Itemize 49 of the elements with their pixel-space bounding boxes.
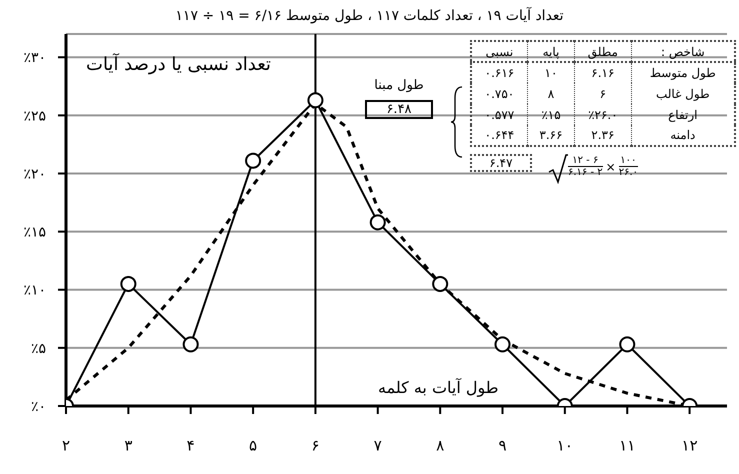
y-tick-label: ٪۳۰: [23, 50, 46, 66]
annotation: ۶.۱۶: [574, 62, 632, 83]
annotation: ۰.۶۴۴: [471, 125, 528, 146]
x-tick-label: ۱۰: [556, 436, 573, 455]
annotation: ۲.۳۶: [574, 125, 632, 146]
x-tick-label: ۶: [311, 436, 320, 455]
annotation: ۱۲ - ۶: [568, 155, 603, 167]
annotation: ۶.۴۸: [365, 100, 433, 119]
x-tick-label: ۳: [124, 436, 132, 455]
x-tick-label: ۹: [498, 436, 507, 455]
y-axis-title: تعداد نسبی یا درصد آیات: [86, 54, 271, 75]
annotation: پایه: [527, 41, 575, 62]
annotation: ۸: [527, 83, 575, 104]
annotation: طول متوسط: [631, 62, 735, 83]
annotation: ۶: [574, 83, 632, 104]
x-tick-label: ۴: [186, 436, 195, 455]
y-tick-label: ٪۵: [30, 340, 46, 357]
annotation: مطلق: [574, 41, 632, 62]
y-tick-label: ٪۰: [30, 398, 46, 415]
annotation: ×: [606, 160, 616, 174]
annotation: ارتفاع: [631, 104, 735, 125]
y-tick-label: ٪۱۵: [23, 224, 46, 241]
y-tick-label: ٪۲۰: [23, 166, 46, 182]
y-tick-label: ٪۲۵: [23, 108, 46, 124]
annotation: ۰.۶۱۶: [471, 62, 528, 83]
y-tick-label: ٪۱۰: [23, 282, 46, 299]
annotation: ۱۰۰: [618, 155, 638, 167]
annotation: طول غالب: [631, 83, 735, 104]
x-tick-label: ۷: [374, 436, 382, 455]
annotation: ۰.۷۵۰: [471, 83, 528, 104]
annotation: ۰.۵۷۷: [471, 104, 528, 125]
annotation: ٪۱۵: [527, 104, 575, 125]
x-tick-label: ۱۲: [682, 436, 698, 455]
annotation: ۳.۶۶: [527, 125, 575, 146]
x-axis-title: طول آیات به کلمه: [378, 378, 498, 397]
annotation: ۶.۱۶ - ۲: [568, 167, 603, 178]
annotation: ٪۲۶.۰: [574, 104, 632, 125]
x-tick-label: ۸: [436, 436, 444, 455]
x-tick-label: ۲: [62, 436, 70, 455]
annotation: ۲۶.۰: [618, 167, 638, 178]
annotation: شاخص :: [631, 41, 735, 62]
chart-title: تعداد آیات ۱۹ ، تعداد کلمات ۱۱۷ ، طول متوسط ۶/۱۶ = ۱۹ ÷ ۱۱۷: [174, 8, 565, 24]
annotation: ۶.۴۷: [470, 154, 532, 172]
x-tick-label: ۵: [249, 436, 258, 455]
annotation: نسبی: [471, 41, 528, 62]
annotation: دامنه: [631, 125, 735, 146]
x-tick-label: ۱۱: [619, 436, 636, 455]
annotation: ۱۰: [527, 62, 575, 83]
annotation: طول مبنا: [373, 78, 425, 93]
